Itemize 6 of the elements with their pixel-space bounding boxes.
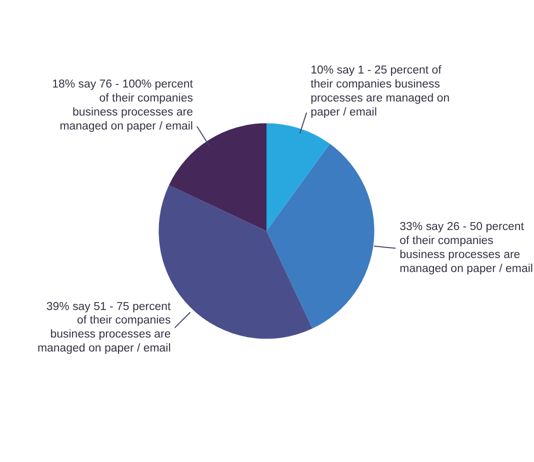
slice-label: 33% say 26 - 50 percent of their companies business processes are managed on paper / email [400, 221, 533, 276]
slice-label: 18% say 76 - 100% percent of their companies business processes are managed on paper / email [52, 78, 194, 132]
pie-slice [266, 144, 374, 329]
pie-slice [266, 123, 330, 231]
slice-label: 39% say 51 - 75 percent of their companies business processes are managed on paper / email [37, 300, 172, 355]
slice-label: 10% say 1 - 25 percent of their companies business processes are managed on paper / email [310, 64, 450, 119]
